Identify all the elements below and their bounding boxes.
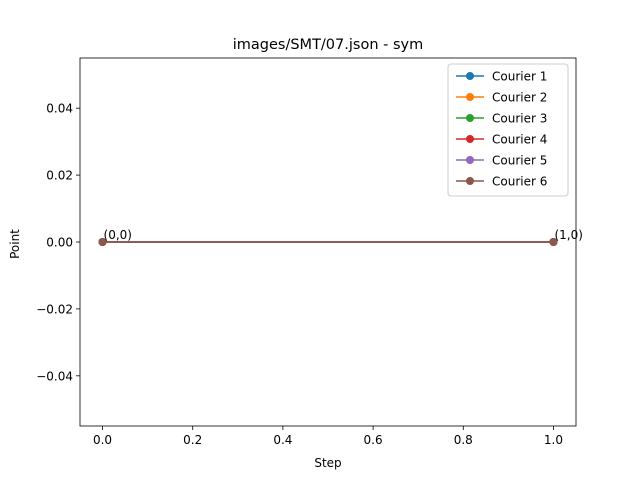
y-tick-label-2: 0.02 bbox=[46, 169, 73, 183]
x-tick-label-6: 1.0 bbox=[544, 433, 563, 447]
legend-label-4: Courier 4 bbox=[492, 133, 547, 147]
legend-label-1: Courier 1 bbox=[492, 70, 547, 84]
x-axis-label: Step bbox=[314, 456, 341, 470]
axes: 0.0 0.2 0.4 0.6 0.8 1.0 0.04 0.02 0.00 −0.02 −0.04 bbox=[36, 57, 577, 447]
legend-marker-3 bbox=[466, 114, 474, 122]
legend-marker-5 bbox=[466, 156, 474, 164]
legend-marker-2 bbox=[466, 93, 474, 101]
x-tick-label-1: 0.0 bbox=[93, 433, 112, 447]
legend-label-3: Courier 3 bbox=[492, 112, 547, 126]
x-tick-label-4: 0.6 bbox=[364, 433, 383, 447]
y-tick-label-5: −0.04 bbox=[36, 369, 73, 383]
legend-marker-4 bbox=[466, 135, 474, 143]
legend-label-5: Courier 5 bbox=[492, 154, 547, 168]
y-tick-label-3: 0.00 bbox=[46, 236, 73, 250]
legend-label-6: Courier 6 bbox=[492, 175, 547, 189]
point-annotation-2: (1,0) bbox=[554, 228, 582, 242]
point-annotation-1: (0,0) bbox=[104, 228, 132, 242]
y-tick-label-1: 0.04 bbox=[46, 102, 73, 116]
legend-label-2: Courier 2 bbox=[492, 91, 547, 105]
series-6-point-1 bbox=[98, 238, 107, 246]
x-tick-label-3: 0.4 bbox=[273, 433, 292, 447]
series-6-point-2 bbox=[549, 238, 558, 246]
plot-area: (0,0) (1,0) bbox=[98, 228, 583, 246]
y-tick-label-4: −0.02 bbox=[36, 302, 73, 316]
x-tick-label-5: 0.8 bbox=[454, 433, 473, 447]
legend-marker-6 bbox=[466, 177, 474, 185]
legend: Courier 1 Courier 2 Courier 3 Courier 4 Cour… bbox=[447, 63, 569, 197]
y-axis-label: Point bbox=[8, 229, 22, 259]
legend-marker-1 bbox=[466, 72, 474, 80]
chart-title: images/SMT/07.json - sym bbox=[233, 37, 423, 53]
x-tick-label-2: 0.2 bbox=[183, 433, 202, 447]
